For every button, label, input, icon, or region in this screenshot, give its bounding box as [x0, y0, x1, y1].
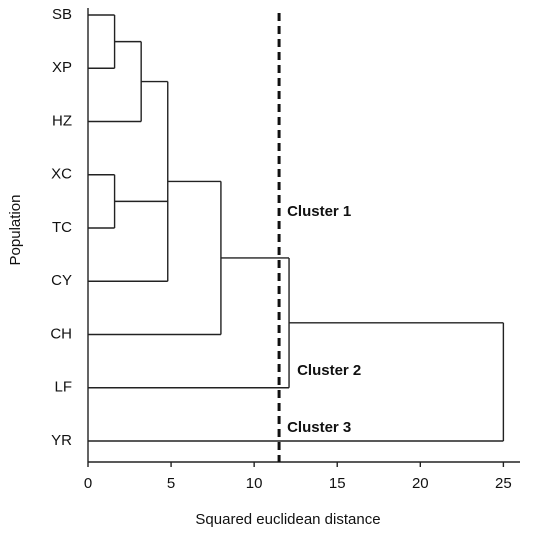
link — [88, 174, 116, 229]
link — [88, 257, 290, 389]
link — [88, 14, 116, 69]
link — [88, 180, 222, 336]
x-tick-label: 5 — [167, 475, 175, 492]
x-tick-label: 0 — [84, 475, 92, 492]
leaf-label: TC — [52, 219, 72, 236]
leaf-label: CY — [51, 272, 72, 289]
cluster-label: Cluster 2 — [297, 362, 361, 379]
x-tick-label: 20 — [412, 475, 429, 492]
link — [88, 322, 505, 442]
leaf-label: CH — [50, 325, 72, 342]
x-tick-label: 10 — [246, 475, 263, 492]
x-tick-label: 15 — [329, 475, 346, 492]
x-axis-label: Squared euclidean distance — [195, 511, 380, 528]
leaf-label: LF — [54, 379, 72, 396]
cluster-label: Cluster 3 — [287, 419, 351, 436]
link — [88, 80, 169, 282]
leaf-label: SB — [52, 6, 72, 23]
leaf-label: HZ — [52, 112, 72, 129]
leaf-label: YR — [51, 432, 72, 449]
link — [88, 40, 142, 123]
x-tick-label: 25 — [495, 475, 512, 492]
y-axis-label: Population — [7, 195, 24, 266]
leaf-label: XP — [52, 59, 72, 76]
cluster-label: Cluster 1 — [287, 203, 351, 220]
leaf-label: XC — [51, 166, 72, 183]
